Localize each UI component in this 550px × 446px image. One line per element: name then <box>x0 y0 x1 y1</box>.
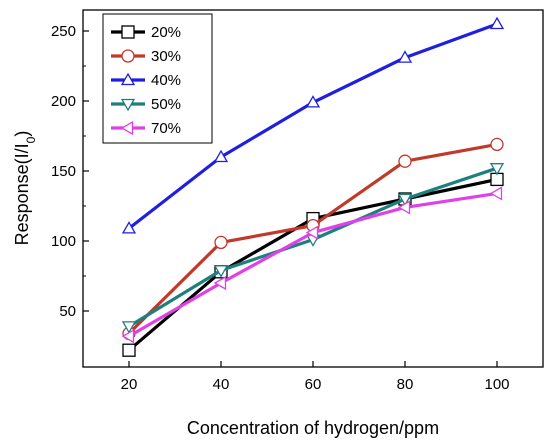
data-point <box>213 275 227 291</box>
legend-item: 50% <box>111 96 181 113</box>
legend-marker <box>120 98 136 112</box>
legend-marker <box>121 25 135 39</box>
data-point <box>397 200 411 215</box>
legend-marker <box>120 120 134 136</box>
legend-label: 50% <box>151 96 181 113</box>
legend-label: 30% <box>151 48 181 65</box>
y-tick-label: 150 <box>51 163 76 180</box>
y-tick-label: 200 <box>51 93 76 110</box>
legend-marker <box>121 49 135 63</box>
series-line <box>127 177 498 352</box>
series-4 <box>121 186 503 344</box>
x-tick-label: 20 <box>121 376 138 393</box>
y-axis-title-subscript: 0 <box>24 136 38 143</box>
data-point <box>121 321 137 334</box>
series-2 <box>121 16 505 234</box>
y-axis-title: Response(I/I0) <box>12 131 38 246</box>
legend-item: 70% <box>111 120 181 137</box>
data-point <box>489 163 505 176</box>
data-point <box>305 225 319 240</box>
data-point <box>398 154 412 168</box>
x-axis-ticks: 20 40 60 80 100 <box>121 361 510 393</box>
data-point <box>490 137 504 152</box>
series-group <box>121 16 505 357</box>
legend: 20% 30% 40% 50% 70% <box>102 13 213 144</box>
legend-item: 40% <box>111 72 181 89</box>
data-point <box>213 149 229 163</box>
legend-label: 70% <box>151 120 181 137</box>
legend-marker <box>120 72 136 86</box>
x-axis-title: Concentration of hydrogen/ppm <box>187 418 439 438</box>
y-tick-label: 250 <box>51 23 76 40</box>
y-axis-ticks: 50 100 150 200 250 <box>51 23 89 320</box>
legend-label: 20% <box>151 24 181 41</box>
data-point <box>121 221 137 234</box>
data-point <box>122 343 136 357</box>
data-point <box>489 186 503 201</box>
y-tick-label: 100 <box>51 233 76 250</box>
data-point <box>121 329 135 344</box>
y-tick-label: 50 <box>59 303 76 320</box>
y-axis-title-main: Response(I/I <box>12 143 32 245</box>
legend-item: 20% <box>111 24 181 41</box>
y-axis-title-suffix: ) <box>12 131 32 137</box>
data-point <box>489 16 505 30</box>
x-tick-label: 40 <box>213 376 230 393</box>
data-point <box>305 95 321 108</box>
series-0 <box>122 172 504 357</box>
data-point <box>397 193 413 207</box>
x-tick-label: 60 <box>305 376 322 393</box>
data-point <box>397 50 413 63</box>
x-tick-label: 100 <box>484 376 509 393</box>
legend-item: 30% <box>111 48 181 65</box>
data-point <box>213 265 229 278</box>
data-point <box>214 235 228 250</box>
legend-label: 40% <box>151 72 181 89</box>
x-tick-label: 80 <box>397 376 414 393</box>
